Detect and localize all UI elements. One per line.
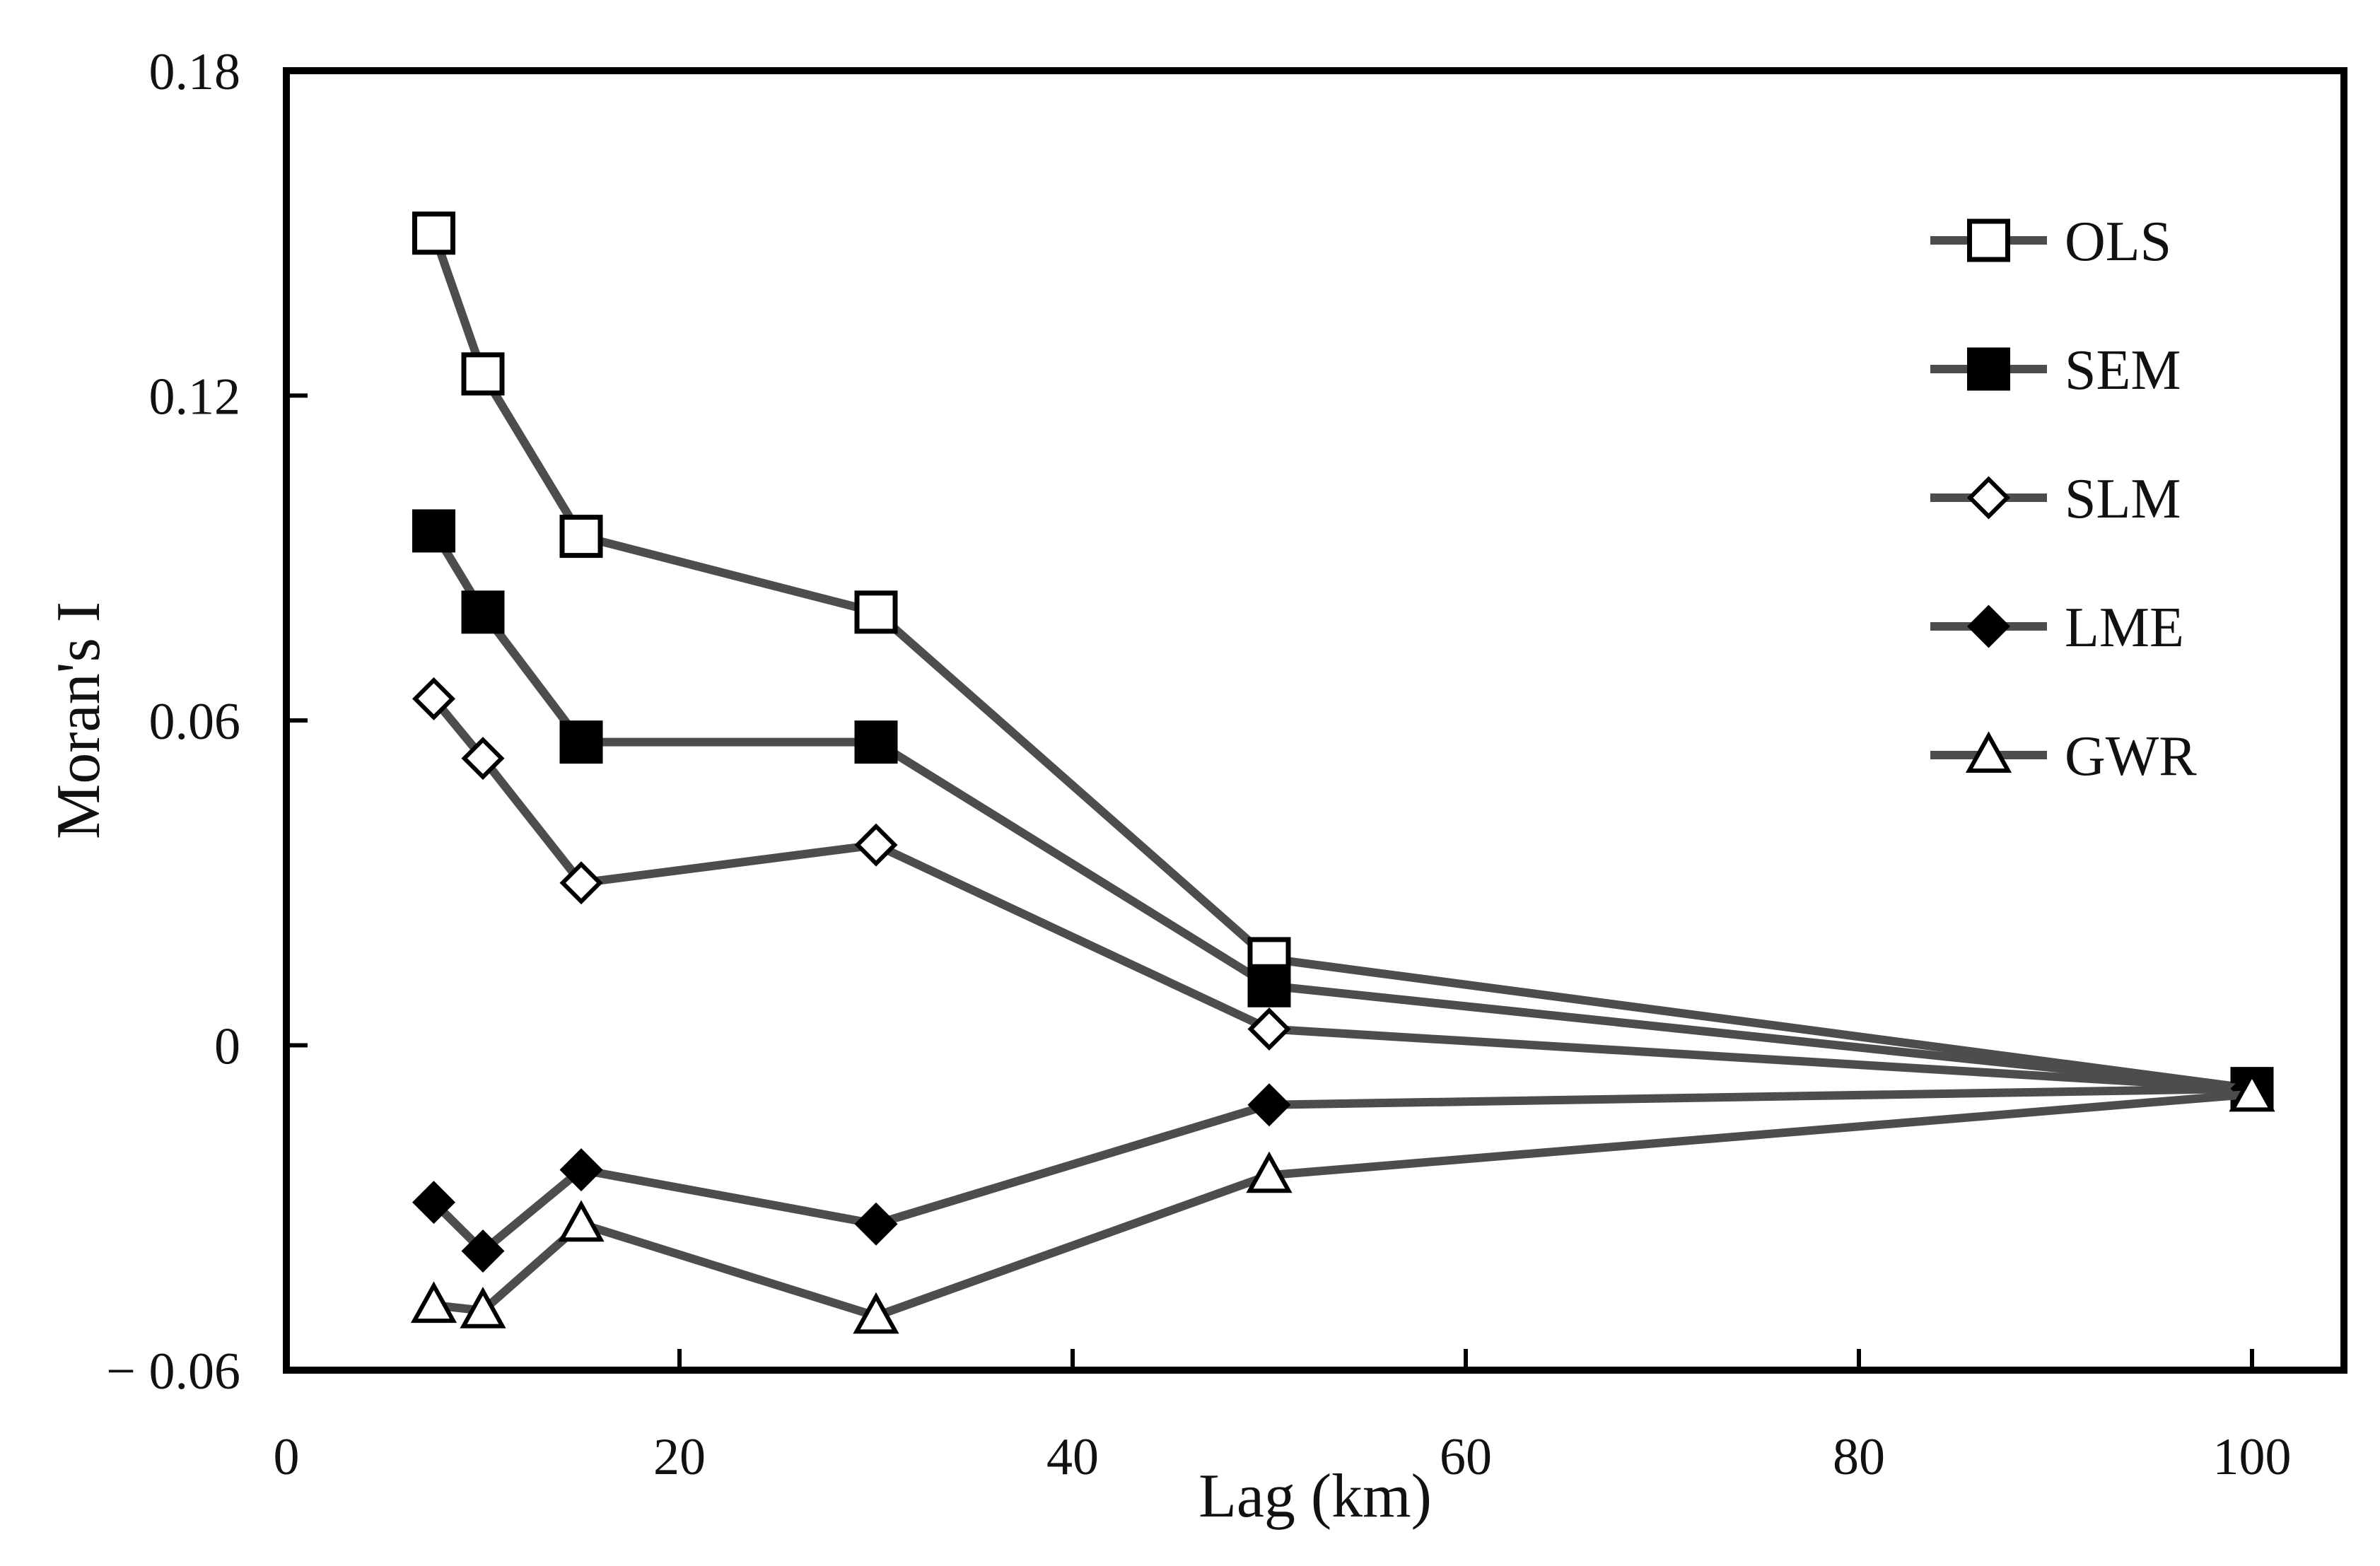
y-axis-title: Moran's I: [45, 602, 113, 839]
y-tick-label: 0.06: [149, 693, 241, 751]
data-point-lme: [461, 1229, 505, 1273]
data-point-ols: [461, 352, 505, 396]
data-point-lme: [412, 1181, 455, 1225]
data-point-slm: [412, 677, 455, 720]
legend-label: OLS: [2065, 211, 2171, 273]
legend-label: GWR: [2065, 725, 2197, 788]
x-tick-label: 40: [1046, 1428, 1099, 1486]
data-point-slm: [461, 737, 505, 781]
series-sem: [412, 509, 2274, 1111]
series-gwr: [410, 1070, 2275, 1334]
series-slm: [412, 677, 2274, 1111]
legend-item-ols: OLS: [1930, 211, 2171, 273]
x-axis-title: Lag (km): [1198, 1462, 1432, 1531]
data-point-gwr: [558, 1200, 605, 1242]
legend-item-lme: LME: [1930, 597, 2184, 659]
data-point-gwr: [460, 1287, 506, 1328]
legend-marker: [1967, 476, 2010, 520]
legend: OLS SEM SLM LME GWR: [1930, 211, 2197, 788]
data-point-sem: [854, 720, 898, 764]
x-axis-ticks: 0 20 40 60 80 100: [274, 1349, 2292, 1486]
data-point-sem: [559, 720, 603, 764]
data-point-slm: [854, 823, 898, 867]
x-tick-label: 80: [1833, 1428, 1885, 1486]
x-tick-label: 20: [653, 1428, 706, 1486]
data-point-gwr: [2229, 1070, 2275, 1112]
data-point-lme: [854, 1202, 898, 1246]
y-tick-label: 0.18: [149, 43, 241, 101]
y-tick-label: − 0.06: [106, 1343, 240, 1401]
legend-item-gwr: GWR: [1930, 725, 2197, 788]
legend-label: SEM: [2065, 339, 2181, 402]
data-point-sem: [1247, 964, 1291, 1007]
x-tick-label: 100: [2213, 1428, 2292, 1486]
y-tick-label: 0: [214, 1018, 240, 1076]
legend-marker: [1965, 731, 2012, 773]
data-point-sem: [412, 509, 455, 553]
series-lme: [412, 1067, 2274, 1273]
data-point-ols: [854, 590, 898, 634]
series-line-gwr: [433, 1089, 2253, 1321]
series-line-ols: [429, 231, 2253, 1093]
legend-marker: [1967, 347, 2010, 391]
legend-marker: [1967, 218, 2010, 262]
x-tick-label: 0: [274, 1428, 300, 1486]
data-point-ols: [412, 211, 455, 255]
legend-marker: [1967, 604, 2010, 648]
data-point-slm: [1247, 1007, 1291, 1051]
y-tick-label: 0.12: [149, 368, 241, 426]
data-point-gwr: [853, 1292, 899, 1334]
data-point-sem: [461, 590, 505, 634]
data-point-lme: [1247, 1083, 1291, 1127]
legend-label: LME: [2065, 597, 2184, 659]
data-point-gwr: [410, 1281, 457, 1323]
data-point-slm: [559, 861, 603, 905]
series-layer: [410, 211, 2275, 1334]
x-tick-label: 60: [1440, 1428, 1492, 1486]
data-point-lme: [559, 1148, 603, 1192]
legend-item-sem: SEM: [1930, 339, 2181, 402]
y-axis-ticks: − 0.06 0 0.06 0.12 0.18: [106, 43, 308, 1401]
legend-label: SLM: [2065, 468, 2181, 530]
data-point-gwr: [1246, 1151, 1293, 1193]
legend-item-slm: SLM: [1930, 468, 2181, 530]
data-point-ols: [559, 515, 603, 559]
